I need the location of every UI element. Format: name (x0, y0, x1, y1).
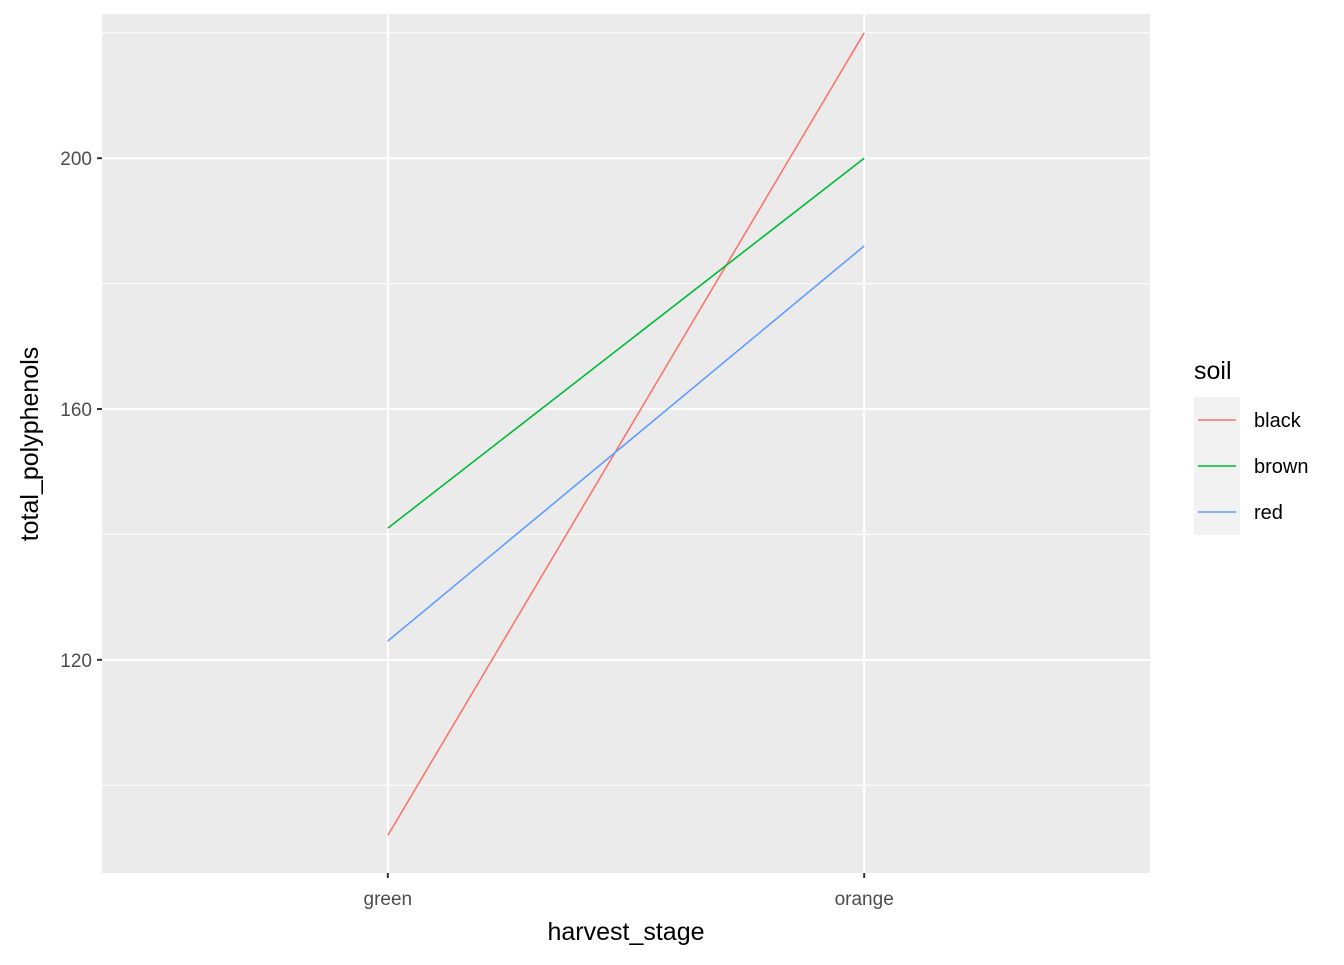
x-tick-label: orange (835, 889, 894, 910)
x-axis-title: harvest_stage (547, 918, 704, 946)
legend: soil black brown red (1194, 357, 1308, 535)
y-axis-title: total_polyphenols (16, 347, 44, 542)
legend-label-black: black (1254, 410, 1302, 432)
series-layer (387, 32, 865, 836)
grid-major-lines (102, 14, 1150, 873)
y-tick-label: 160 (60, 400, 92, 421)
grid-minor-lines (102, 32, 1150, 786)
x-axis: green orange (364, 873, 894, 910)
legend-items: black brown red (1194, 397, 1308, 535)
legend-label-brown: brown (1254, 456, 1308, 478)
series-line-brown (387, 157, 865, 529)
legend-title: soil (1194, 357, 1232, 385)
y-tick-label: 200 (60, 149, 92, 170)
legend-label-red: red (1254, 502, 1283, 524)
series-line-black (387, 32, 865, 836)
y-tick-label: 120 (60, 651, 92, 672)
x-tick-label: green (364, 889, 413, 910)
series-line-red (387, 245, 865, 642)
y-axis: 120 160 200 (60, 149, 102, 672)
